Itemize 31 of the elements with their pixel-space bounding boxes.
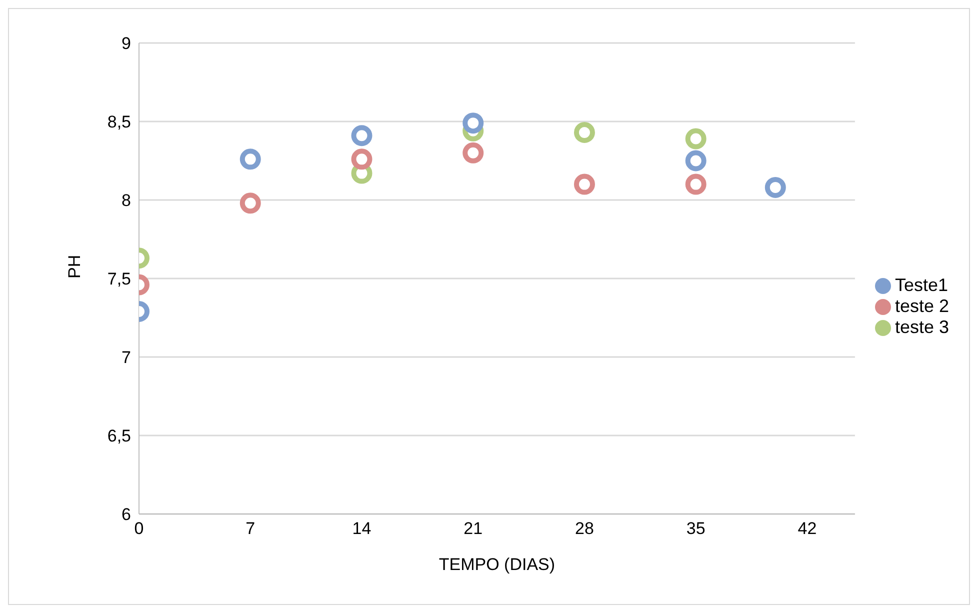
x-tick-label: 42 xyxy=(798,519,817,538)
point xyxy=(685,128,706,150)
y-tick-label: 8,5 xyxy=(107,112,131,132)
x-tick-label: 28 xyxy=(575,519,594,538)
legend-label: Teste1 xyxy=(894,275,948,295)
y-tick-label: 6,5 xyxy=(107,426,131,446)
point xyxy=(351,125,372,146)
point xyxy=(685,174,706,195)
x-axis-title: TEMPO (DIAS) xyxy=(438,555,556,574)
point xyxy=(764,176,786,198)
legend-label: teste 2 xyxy=(894,296,949,316)
point xyxy=(574,122,595,143)
point xyxy=(462,112,484,134)
y-tick-label: 7 xyxy=(122,348,131,368)
x-tick-label: 21 xyxy=(464,519,483,538)
y-tick-label: 8 xyxy=(122,191,131,210)
x-tick-label: 7 xyxy=(246,519,256,538)
x-tick-label: 35 xyxy=(686,519,706,538)
x-tick-label: 0 xyxy=(134,519,144,538)
point xyxy=(351,148,372,170)
y-tick-label: 9 xyxy=(122,34,131,54)
x-tick-label: 14 xyxy=(352,519,372,538)
legend-label: teste 3 xyxy=(894,317,949,337)
point xyxy=(685,150,706,172)
point xyxy=(574,174,595,195)
point xyxy=(240,192,261,214)
point xyxy=(462,142,484,164)
y-tick-label: 7,5 xyxy=(107,270,131,289)
point xyxy=(240,148,261,170)
y-axis-title: PH xyxy=(65,254,84,278)
y-tick-label: 6 xyxy=(122,505,131,524)
